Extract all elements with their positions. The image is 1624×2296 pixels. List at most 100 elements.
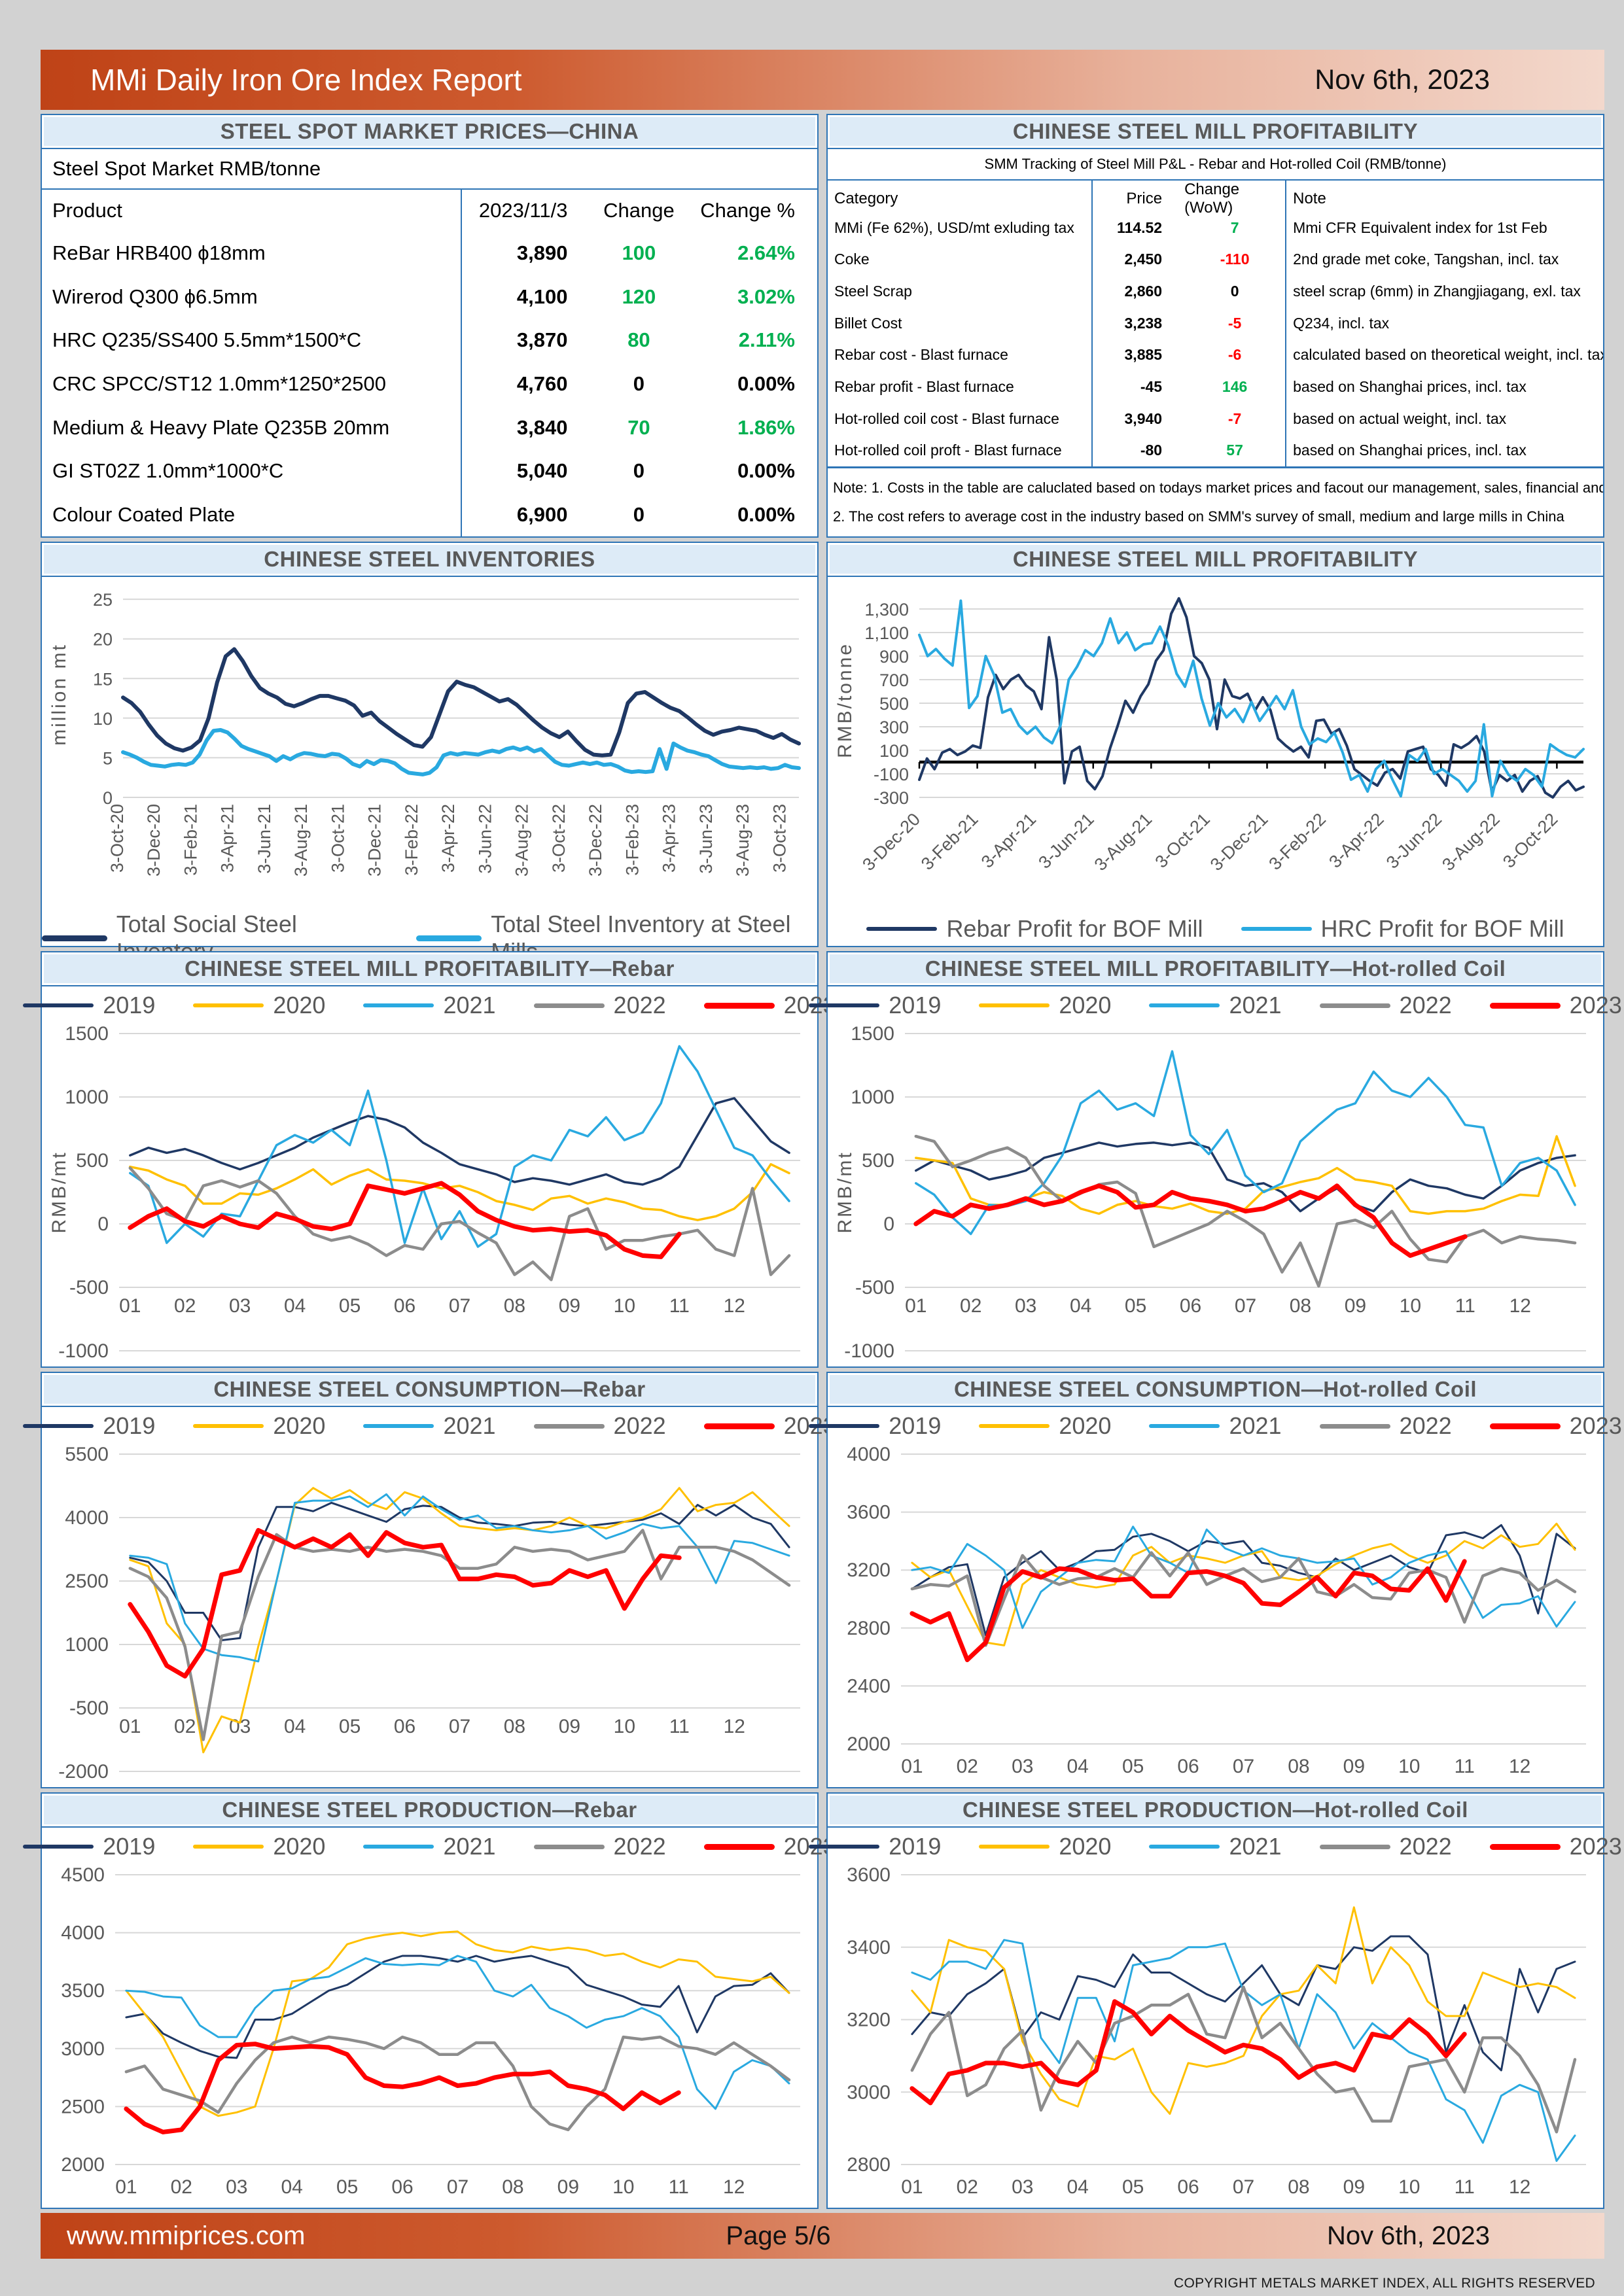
svg-text:-500: -500 <box>855 1277 894 1298</box>
spot-table-row: GI ST02Z 1.0mm*1000*C 5,040 0 0.00% <box>42 449 817 493</box>
legend-line-sample <box>703 1423 775 1429</box>
chart-profit-rebar: -1000 -500 0 500 1000 1500 01 02 03 04 05 06 07 08 09 1… <box>42 1023 817 1368</box>
spot-table-cell: Wirerod Q300 ϕ6.5mm <box>52 285 258 308</box>
legend-line-sample <box>1149 1003 1220 1007</box>
svg-text:RMB/tonne: RMB/tonne <box>834 642 856 758</box>
svg-text:07: 07 <box>449 1716 470 1737</box>
profit-col-change-wow: Change (WoW) <box>1184 181 1240 217</box>
legend-item-2019: 2019 <box>809 1412 941 1440</box>
legend-label: 2020 <box>1059 1412 1112 1439</box>
profit-table-body: MMi (Fe 62%), USD/mt exluding tax 114.52 7… <box>828 212 1603 466</box>
svg-text:07: 07 <box>1233 1756 1254 1777</box>
legend-label: 2020 <box>1059 992 1112 1018</box>
svg-text:06: 06 <box>1177 2176 1199 2198</box>
profit-table-notes: Note: 1. Costs in the table are caluclat… <box>828 466 1603 536</box>
svg-text:3-Aug-21: 3-Aug-21 <box>291 804 311 877</box>
spot-table-row: Colour Coated Plate 6,900 0 0.00% <box>42 493 817 537</box>
svg-text:01: 01 <box>901 2176 923 2198</box>
panel-title-profitability: CHINESE STEEL MILL PROFITABILITY <box>828 543 1603 577</box>
svg-text:12: 12 <box>723 2176 745 2198</box>
profit-table-row: Hot-rolled coil cost - Blast furnace 3,94… <box>828 402 1603 435</box>
svg-text:500: 500 <box>76 1150 109 1172</box>
svg-text:3-Feb-21: 3-Feb-21 <box>917 809 982 874</box>
legend-line-sample <box>193 1424 264 1428</box>
svg-text:08: 08 <box>504 1295 525 1317</box>
svg-text:08: 08 <box>1288 1756 1309 1777</box>
profit-table-cell: Coke <box>834 251 870 268</box>
profit-table-cell: -7 <box>1227 409 1242 427</box>
svg-text:03: 03 <box>226 2176 247 2198</box>
legend-item-2020: 2020 <box>979 992 1111 1019</box>
svg-text:2500: 2500 <box>65 1571 109 1592</box>
spot-table-cell: ReBar HRB400 ϕ18mm <box>52 241 266 265</box>
legend-item-2021: 2021 <box>1149 1833 1282 1860</box>
svg-text:12: 12 <box>1509 1756 1530 1777</box>
svg-text:11: 11 <box>669 2176 689 2198</box>
svg-text:100: 100 <box>879 741 909 761</box>
legend-label: 2022 <box>613 1412 666 1439</box>
profit-table-row: Billet Cost 3,238 -5 Q234, incl. tax <box>828 307 1603 339</box>
svg-text:500: 500 <box>879 694 909 714</box>
svg-text:08: 08 <box>1288 2176 1309 2198</box>
panel-chart-prod-rebar: CHINESE STEEL PRODUCTION—Rebar 2019 2020 2… <box>23 1792 836 2209</box>
panel-title-prod-rebar: CHINESE STEEL PRODUCTION—Rebar <box>42 1794 817 1828</box>
svg-text:3-Feb-21: 3-Feb-21 <box>181 804 200 876</box>
inventories-chart-svg: 0 5 10 15 20 25 3-Oct-20 3-Dec-20 3-Feb-21 3-Apr-… <box>48 590 801 877</box>
profit-table-cell: Rebar profit - Blast furnace <box>834 377 1014 395</box>
svg-text:12: 12 <box>1509 2176 1530 2198</box>
panel-title-prod-hrc: CHINESE STEEL PRODUCTION—Hot-rolled Coil <box>828 1794 1603 1828</box>
chart-profit-hrc: -1000 -500 0 500 1000 1500 01 02 03 04 05 06 07 08 09 1… <box>828 1023 1603 1368</box>
legend-item-2020: 2020 <box>979 1412 1111 1440</box>
legend-line-sample <box>533 1423 605 1429</box>
legend-item-2019: 2019 <box>809 1833 941 1860</box>
spot-table-cell: 3.02% <box>737 285 795 308</box>
spot-table-cell: CRC SPCC/ST12 1.0mm*1250*2500 <box>52 372 387 396</box>
svg-text:06: 06 <box>394 1295 415 1317</box>
legend-label: 2022 <box>613 1833 666 1860</box>
svg-text:01: 01 <box>119 1716 141 1737</box>
profit-table-cell: Rebar cost - Blast furnace <box>834 346 1008 364</box>
profit-table-cell: Steel Scrap <box>834 283 912 300</box>
panel-chart-inventories: CHINESE STEEL INVENTORIES 0 5 10 15 20 25 3-Oc… <box>41 542 819 965</box>
profit-table-cell: -80 <box>1091 434 1184 466</box>
panel-title-mill-profitability: CHINESE STEEL MILL PROFITABILITY <box>828 115 1603 149</box>
panel-spot-prices: STEEL SPOT MARKET PRICES—CHINA Steel Spo… <box>41 114 819 538</box>
legend-item-2023: 2023 <box>1489 992 1622 1019</box>
spot-table-cell: 3,840 <box>460 406 585 449</box>
profit-table-cell: steel scrap (6mm) in Zhangjiagang, exl. … <box>1285 275 1603 307</box>
legend-label: 2020 <box>273 1833 326 1860</box>
legend-line-sample <box>363 1845 434 1849</box>
svg-text:2500: 2500 <box>61 2096 105 2117</box>
svg-text:3-Feb-22: 3-Feb-22 <box>1265 809 1330 874</box>
svg-text:3-Feb-22: 3-Feb-22 <box>402 804 421 876</box>
svg-text:03: 03 <box>1012 2176 1033 2198</box>
profit-table-cell: calculated based on theoretical weight, … <box>1285 339 1603 372</box>
spot-table-cell: 100 <box>622 241 656 265</box>
profit-table-subtitle: SMM Tracking of Steel Mill P&L - Rebar a… <box>828 149 1603 181</box>
profit-table-cell: 57 <box>1226 442 1243 459</box>
legend-label: 2021 <box>443 1833 496 1860</box>
profit-table-cell: 146 <box>1222 377 1248 395</box>
legend-label: 2021 <box>1229 1412 1282 1439</box>
svg-text:1000: 1000 <box>65 1634 109 1656</box>
svg-text:08: 08 <box>502 2176 523 2198</box>
svg-text:12: 12 <box>724 1716 745 1737</box>
svg-text:3600: 3600 <box>847 1502 891 1523</box>
profit-table-cell: based on Shanghai prices, incl. tax <box>1285 371 1603 403</box>
svg-text:2000: 2000 <box>847 1733 891 1755</box>
report-header-bar: MMi Daily Iron Ore Index Report Nov 6th,… <box>41 50 1604 110</box>
svg-text:3-Apr-21: 3-Apr-21 <box>978 809 1040 871</box>
legend-item-2022: 2022 <box>533 1833 666 1860</box>
profit-table-cell: -110 <box>1220 251 1250 268</box>
svg-text:10: 10 <box>614 1716 635 1737</box>
footer-date: Nov 6th, 2023 <box>1326 2221 1490 2250</box>
legend-item-2020: 2020 <box>193 992 325 1019</box>
legend-item-2021: 2021 <box>363 1833 496 1860</box>
svg-text:3-Aug-22: 3-Aug-22 <box>1438 809 1504 875</box>
legend-line-sample <box>193 1845 264 1849</box>
svg-text:3-Aug-23: 3-Aug-23 <box>733 804 752 877</box>
svg-text:02: 02 <box>960 1295 981 1317</box>
svg-text:07: 07 <box>1233 2176 1254 2198</box>
svg-text:02: 02 <box>957 2176 978 2198</box>
spot-table-row: Wirerod Q300 ϕ6.5mm 4,100 120 3.02% <box>42 275 817 319</box>
